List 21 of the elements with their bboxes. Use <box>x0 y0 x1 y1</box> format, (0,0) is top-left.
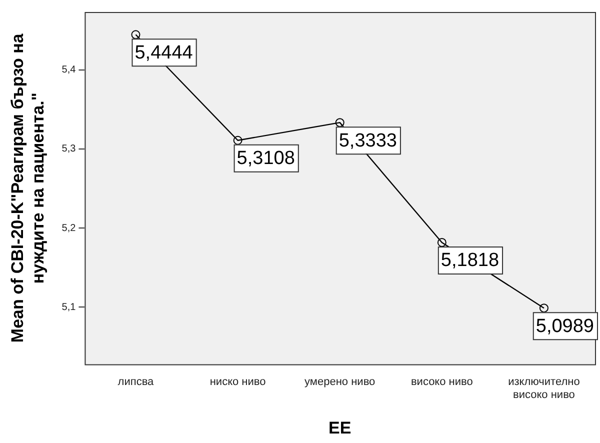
point <box>335 118 344 128</box>
y-axis-title: Mean of CBI-20-K"Реагирам бързо на нуждите на пациента." <box>8 33 48 343</box>
point <box>437 238 446 247</box>
point <box>233 136 242 145</box>
y-tick-label: 5,1 <box>62 302 76 313</box>
x-tick-label: липсва <box>118 376 155 388</box>
data-label: 5,3333 <box>338 130 397 152</box>
x-tick-label: ниско ниво <box>210 376 266 388</box>
point <box>539 304 548 313</box>
point <box>131 30 140 40</box>
data-label: 5,1818 <box>440 250 500 272</box>
x-tick-label: умерено ниво <box>304 376 376 388</box>
x-axis-title: EE <box>328 418 352 438</box>
x-tick-label: високо ниво <box>410 376 473 388</box>
data-label: 5,0989 <box>536 316 594 337</box>
x-tick-label: изключително високо ниво <box>508 376 580 402</box>
data-label: 5,4444 <box>134 42 194 64</box>
data-label: 5,3108 <box>236 148 295 170</box>
y-tick-label: 5,2 <box>62 222 76 234</box>
y-tick-label: 5,3 <box>62 144 76 155</box>
y-tick-label: 5,4 <box>62 64 76 76</box>
